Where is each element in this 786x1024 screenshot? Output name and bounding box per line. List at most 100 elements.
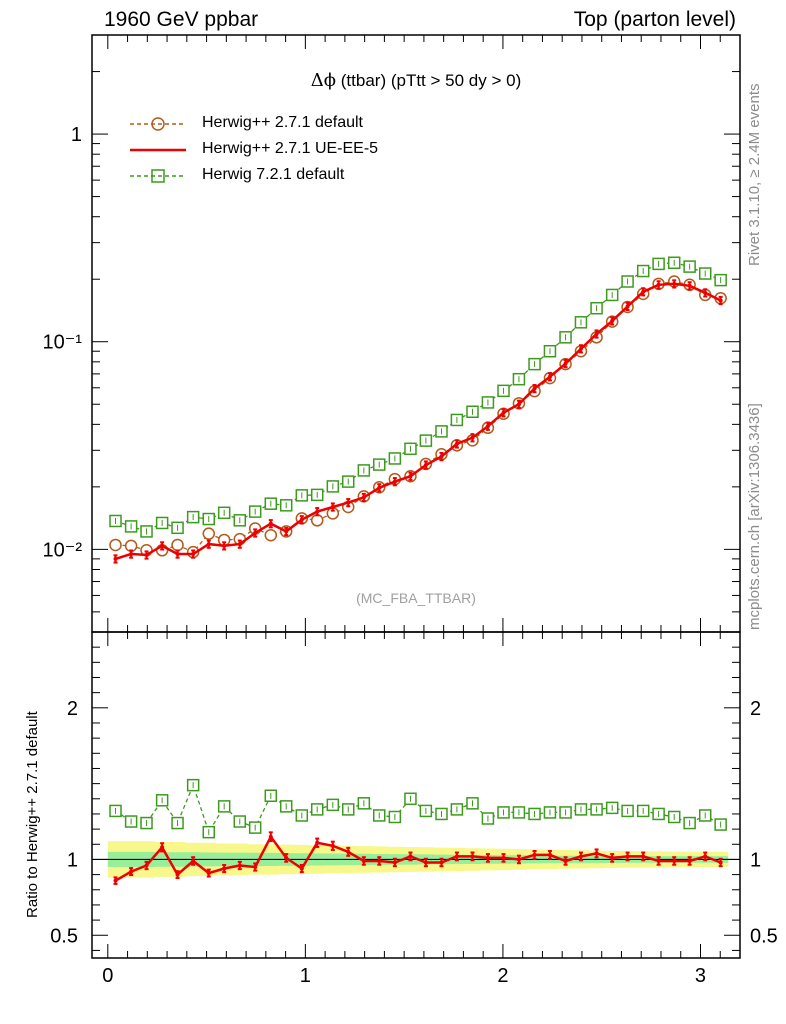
series-line <box>115 262 721 533</box>
data-point <box>439 860 444 865</box>
plot-title-text: (ttbar) (pTtt > 50 dy > 0) <box>340 71 522 90</box>
data-point <box>144 863 149 868</box>
data-point <box>361 495 366 500</box>
data-point <box>485 424 490 429</box>
data-point-circle <box>310 514 324 527</box>
data-point <box>253 865 258 870</box>
data-point <box>470 435 475 440</box>
data-point <box>687 283 692 288</box>
data-point-circle <box>171 538 184 552</box>
data-point <box>672 858 677 863</box>
data-point <box>439 454 444 459</box>
data-point <box>718 298 723 303</box>
legend-label: Herwig++ 2.7.1 UE-EE-5 <box>202 140 379 157</box>
legend-label: Herwig++ 2.7.1 default <box>202 114 363 131</box>
data-point <box>392 479 397 484</box>
data-point <box>563 858 568 863</box>
data-point <box>315 509 320 514</box>
x-tick-label: 3 <box>695 965 706 987</box>
data-point <box>454 441 459 446</box>
data-point <box>501 855 506 860</box>
y-tick-label: 1 <box>67 849 78 871</box>
y-tick-label-right: 1 <box>750 849 761 871</box>
data-point <box>315 840 320 845</box>
ratio-plot-panel: 0 1 2 3 0.5 0.5 1 1 2 2 <box>50 631 778 987</box>
main-plot-panel: 10⁻² 10⁻¹ 1 <box>43 34 741 633</box>
y-tick-label: 1 <box>71 124 82 146</box>
data-point <box>485 855 490 860</box>
data-point <box>268 521 273 526</box>
legend-entry-herwig7-default: Herwig 7.2.1 default <box>128 165 428 187</box>
process-label: Top (parton level) <box>573 8 736 31</box>
data-point <box>423 860 428 865</box>
data-point-circle <box>264 528 278 542</box>
data-point <box>299 866 304 871</box>
data-point <box>191 858 196 863</box>
series-line <box>114 834 722 882</box>
data-point <box>206 871 211 876</box>
data-point <box>253 530 258 535</box>
data-point <box>641 854 646 859</box>
data-point <box>144 552 149 557</box>
data-point <box>330 504 335 509</box>
data-point <box>578 346 583 351</box>
x-tick-label: 0 <box>102 965 113 987</box>
y-tick-label-right: 2 <box>750 698 761 720</box>
data-point <box>516 402 521 407</box>
data-point <box>408 854 413 859</box>
legend-marker-square <box>130 169 186 183</box>
rivet-version-label: Rivet 3.1.10, ≥ 2.4M events <box>746 83 763 267</box>
series-line <box>115 282 722 561</box>
data-point <box>346 500 351 505</box>
data-point <box>237 863 242 868</box>
ratio-plot-frame <box>91 631 741 959</box>
data-point <box>501 410 506 415</box>
y-tick-label: 10⁻² <box>43 539 83 561</box>
data-point <box>656 858 661 863</box>
data-point <box>470 854 475 859</box>
data-point <box>610 318 615 323</box>
data-point <box>113 556 118 561</box>
data-point-circle <box>202 527 216 540</box>
data-point <box>454 854 459 859</box>
data-point <box>703 290 708 295</box>
series-line <box>115 280 721 553</box>
data-point <box>718 860 723 865</box>
data-point <box>377 485 382 490</box>
y-tick-label-right: 0.5 <box>750 925 778 947</box>
data-point <box>516 857 521 862</box>
data-point <box>578 854 583 859</box>
data-point <box>703 854 708 859</box>
data-point <box>346 849 351 854</box>
data-point <box>237 542 242 547</box>
legend-label: Herwig 7.2.1 default <box>202 166 345 183</box>
data-point <box>361 858 366 863</box>
data-point <box>408 474 413 479</box>
data-point <box>284 855 289 860</box>
legend-entry-herwigpp-ue-ee-5: Herwig++ 2.7.1 UE-EE-5 <box>128 139 428 161</box>
x-tick-label: 1 <box>300 965 311 987</box>
data-point <box>423 462 428 467</box>
energy-label: 1960 GeV ppbar <box>104 8 259 31</box>
data-point <box>610 855 615 860</box>
data-point <box>330 843 335 848</box>
data-point <box>222 543 227 548</box>
data-point <box>377 858 382 863</box>
data-point <box>175 872 180 877</box>
data-point <box>641 289 646 294</box>
data-point <box>129 869 134 874</box>
data-point <box>113 878 118 883</box>
data-point <box>625 304 630 309</box>
plot-title: Δϕ (ttbar) (pTtt > 50 dy > 0) <box>92 70 740 91</box>
data-point <box>129 551 134 556</box>
delta-phi-symbol: Δϕ <box>310 70 337 91</box>
data-point <box>284 529 289 534</box>
data-point <box>625 854 630 859</box>
data-point <box>547 852 552 857</box>
data-point-circle <box>109 538 122 552</box>
data-point <box>191 551 196 556</box>
x-tick-label: 2 <box>497 965 508 987</box>
data-point <box>268 834 273 839</box>
ratio-y-axis-label: Ratio to Herwig++ 2.7.1 default <box>24 711 41 918</box>
